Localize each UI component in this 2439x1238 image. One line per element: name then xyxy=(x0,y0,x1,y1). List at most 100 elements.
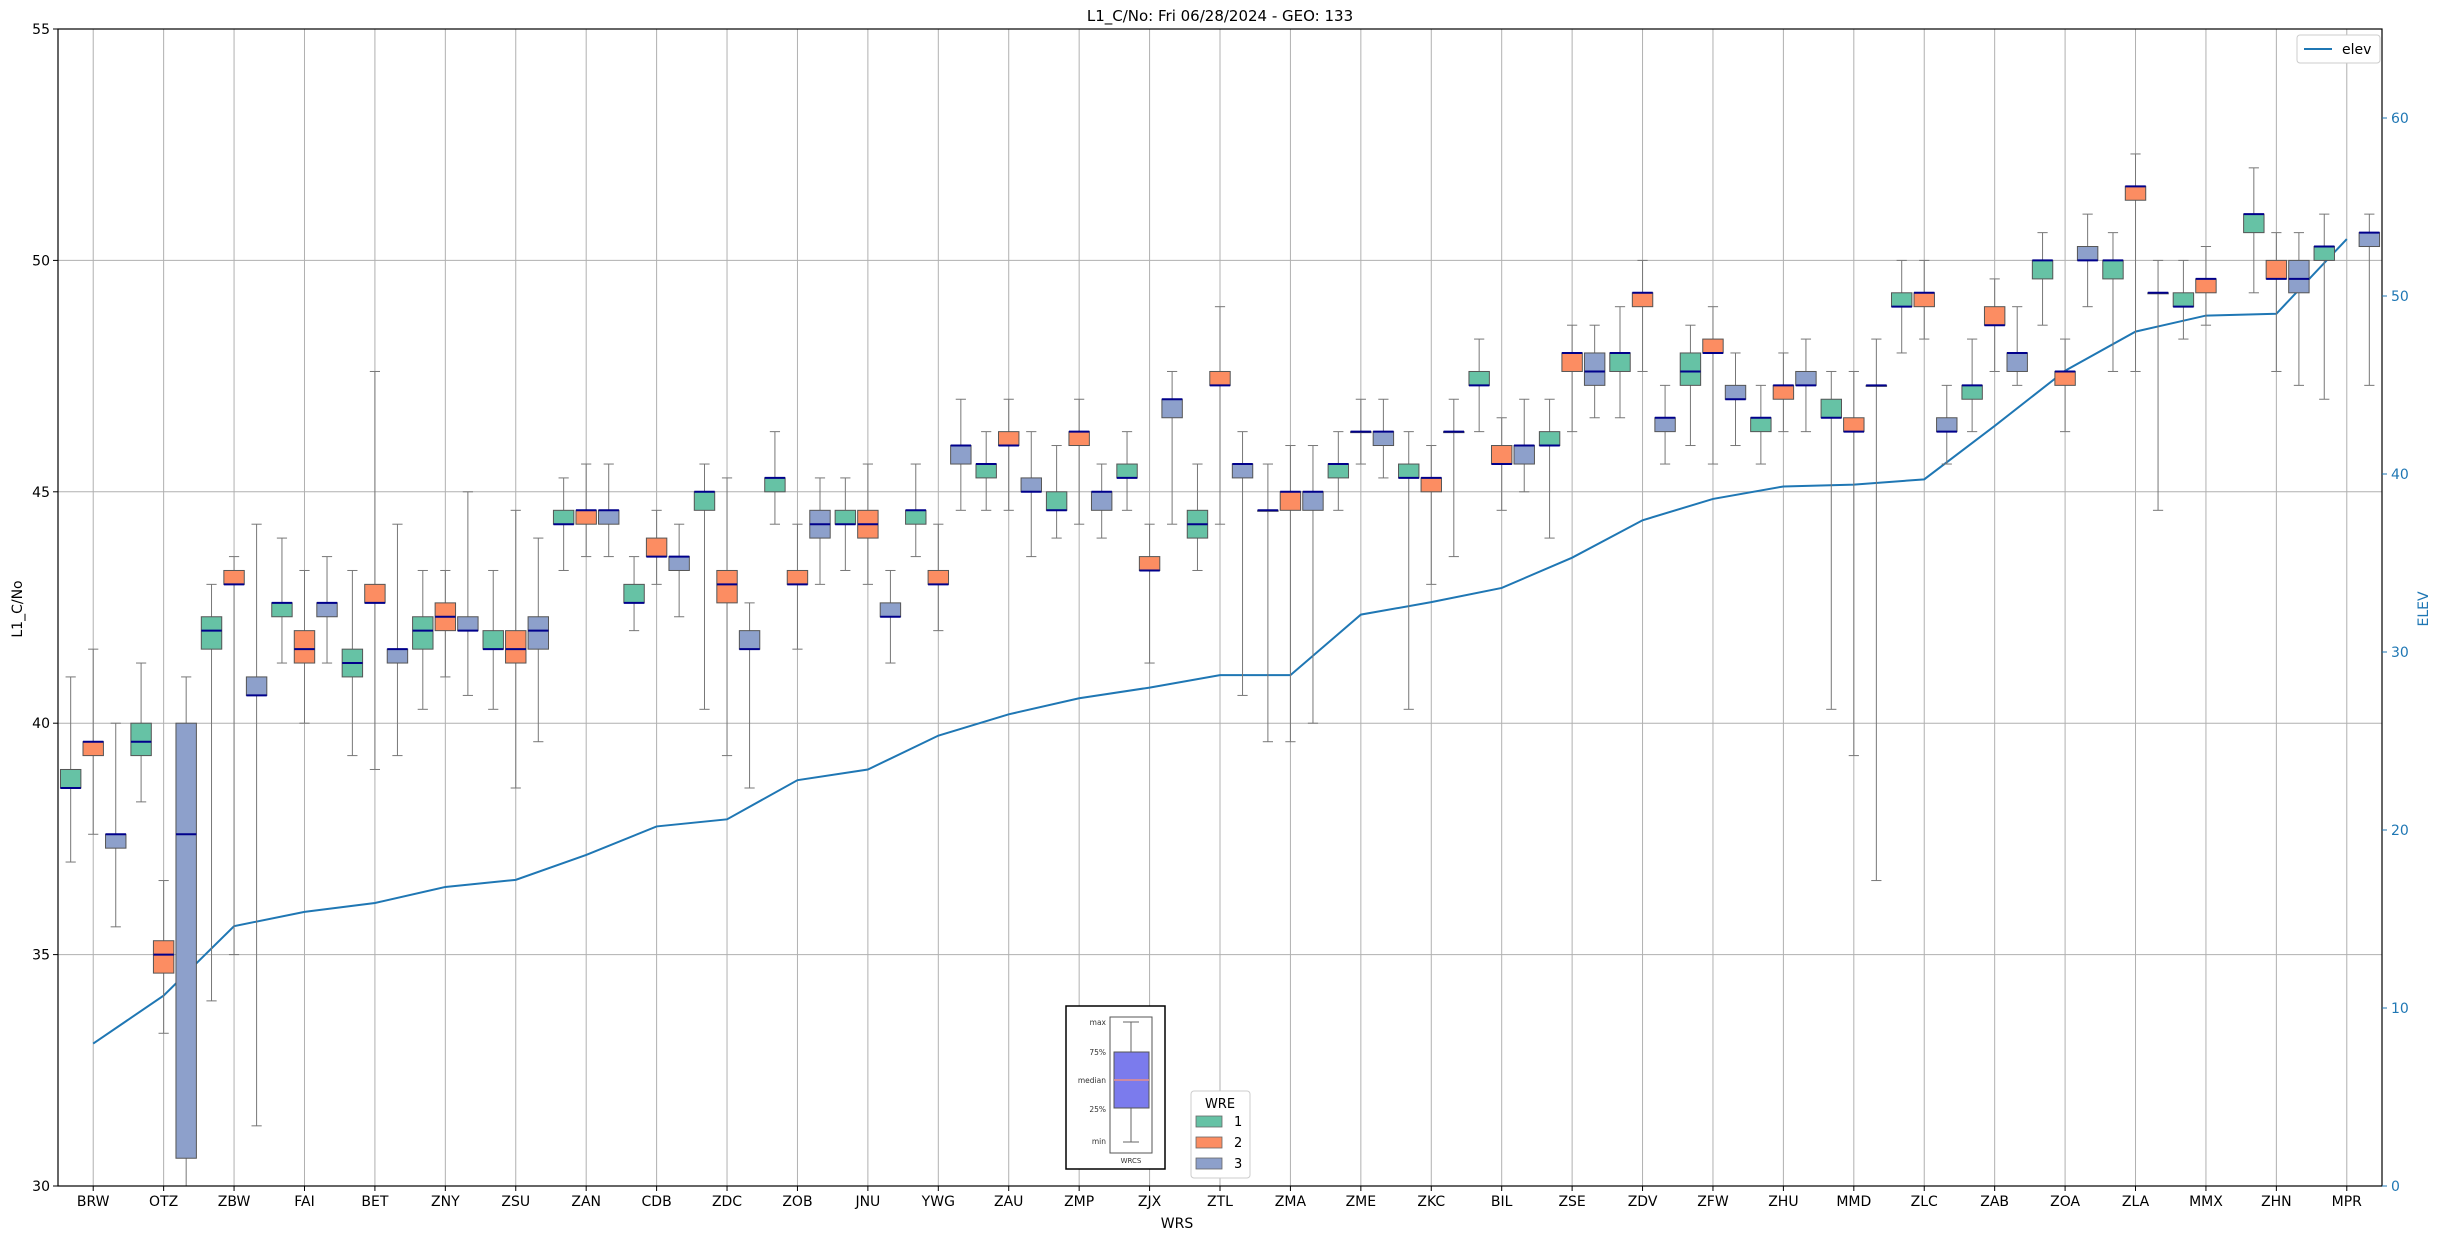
wre-legend-label-2: 2 xyxy=(1234,1136,1242,1151)
box-wre-2 xyxy=(998,398,1020,511)
box-wre-1 xyxy=(412,569,434,710)
box-iqr xyxy=(2076,246,2099,261)
box-iqr xyxy=(386,648,409,664)
inset-label-75: 75% xyxy=(1089,1048,1106,1057)
x-tick-label: MMX xyxy=(2189,1194,2223,1210)
y2-tick-label: 30 xyxy=(2391,645,2409,661)
x-tick-label: ZHU xyxy=(1768,1194,1798,1210)
box-wre-3 xyxy=(527,537,550,743)
box-iqr xyxy=(1983,306,2006,326)
box-wre-3 xyxy=(1090,463,1113,539)
box-wre-1 xyxy=(130,662,152,803)
x-tick-label: ZMP xyxy=(1064,1194,1094,1210)
chart-title: L1_C/No: Fri 06/28/2024 - GEO: 133 xyxy=(1087,7,1353,26)
box-wre-1 xyxy=(1468,338,1490,433)
box-wre-3 xyxy=(1020,431,1042,558)
box-wre-3 xyxy=(879,569,902,664)
x-tick-label: BET xyxy=(361,1194,388,1210)
y2-axis-label: ELEV xyxy=(2416,591,2432,626)
box-iqr xyxy=(1609,352,1631,372)
x-tick-label: CDB xyxy=(642,1194,672,1210)
box-wre-3 xyxy=(1936,384,1958,465)
x-tick-label: ZSE xyxy=(1558,1194,1585,1210)
box-iqr xyxy=(998,431,1020,447)
x-tick-label: ZTL xyxy=(1207,1194,1233,1210)
box-iqr xyxy=(645,537,668,558)
box-wre-1 xyxy=(2243,167,2265,294)
box-wre-1 xyxy=(834,477,857,571)
x-tick-label: ZSU xyxy=(501,1194,530,1210)
box-iqr xyxy=(1772,384,1795,400)
x-tick-label: ZLC xyxy=(1911,1194,1938,1210)
box-iqr xyxy=(2006,352,2028,372)
box-wre-3 xyxy=(2288,232,2310,386)
box-wre-1 xyxy=(1820,370,1842,710)
y-axis-label: L1_C/No xyxy=(10,580,26,637)
box-wre-3 xyxy=(950,398,972,511)
box-wre-3 xyxy=(175,676,197,1187)
y-tick-label: 55 xyxy=(32,22,50,38)
box-iqr xyxy=(457,616,479,632)
box-wre-2 xyxy=(716,477,738,757)
elev-series-line xyxy=(92,238,2348,1045)
y2-tick-label: 60 xyxy=(2391,111,2409,127)
box-wre-1 xyxy=(200,583,223,1002)
box-iqr xyxy=(200,616,223,650)
box-wre-2 xyxy=(2195,246,2217,326)
x-tick-label: ZDV xyxy=(1628,1194,1658,1210)
box-wre-2 xyxy=(152,880,175,1034)
box-wre-2 xyxy=(223,556,245,956)
box-wre-3 xyxy=(1302,445,1324,724)
box-wre-2 xyxy=(645,509,668,585)
box-iqr xyxy=(293,630,316,664)
box-iqr xyxy=(245,676,268,696)
box-layer xyxy=(59,153,2381,1187)
box-iqr xyxy=(1020,477,1042,493)
box-iqr xyxy=(552,509,575,525)
box-iqr xyxy=(505,630,527,664)
box-wre-2 xyxy=(575,463,597,558)
box-wre-2 xyxy=(1561,324,1583,433)
box-iqr xyxy=(1561,352,1583,372)
box-iqr xyxy=(2265,259,2288,280)
y2-tick-label: 50 xyxy=(2391,289,2409,305)
inset-label-median: median xyxy=(1078,1076,1106,1085)
box-wre-1 xyxy=(1186,463,1209,571)
box-wre-3 xyxy=(1583,324,1606,419)
box-iqr xyxy=(1654,417,1676,433)
y-tick-label: 30 xyxy=(32,1179,50,1195)
box-iqr xyxy=(1702,338,1724,354)
box-wre-2 xyxy=(1209,306,1231,525)
box-iqr xyxy=(1913,292,1935,308)
box-wre-2 xyxy=(2124,153,2147,372)
x-tick-label: YWG xyxy=(921,1194,955,1210)
box-iqr xyxy=(1490,445,1513,465)
box-wre-1 xyxy=(1679,324,1702,447)
box-wre-3 xyxy=(738,602,761,789)
box-iqr xyxy=(130,722,152,757)
x-tick-label: ZAN xyxy=(571,1194,601,1210)
box-iqr xyxy=(82,741,104,757)
box-iqr xyxy=(1116,463,1138,479)
box-iqr xyxy=(1936,417,1958,433)
box-wre-1 xyxy=(905,463,927,558)
box-wre-1 xyxy=(1538,398,1561,539)
inset-label-max: max xyxy=(1090,1018,1107,1027)
box-wre-3 xyxy=(1161,370,1183,525)
box-wre-3 xyxy=(668,523,690,618)
box-wre-2 xyxy=(1420,445,1442,585)
box-wre-3 xyxy=(2006,306,2028,386)
x-tick-label: JNU xyxy=(854,1194,880,1210)
wre-legend-label-1: 1 xyxy=(1234,1115,1242,1130)
x-axis-label: WRS xyxy=(1161,1216,1194,1232)
box-wre-3 xyxy=(1443,398,1465,558)
box-wre-3 xyxy=(1795,338,1817,433)
box-iqr xyxy=(1750,417,1772,433)
box-iqr xyxy=(2195,278,2217,294)
box-iqr xyxy=(1961,384,1983,400)
box-wre-1 xyxy=(341,569,364,757)
box-wre-2 xyxy=(364,370,386,770)
y-tick-label: 40 xyxy=(32,716,50,732)
inset-label-min: min xyxy=(1092,1137,1106,1146)
